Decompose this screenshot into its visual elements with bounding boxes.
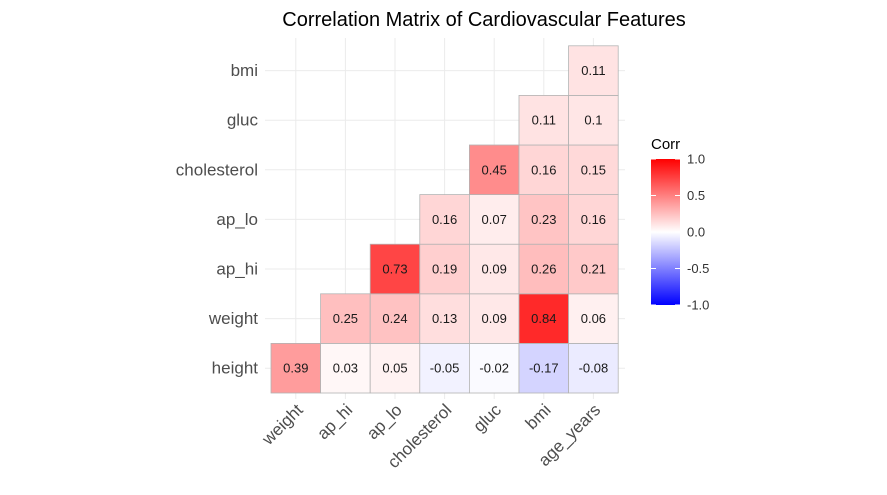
cell-value-label: 0.13 <box>432 311 457 326</box>
cell-labels: 0.39 0.03 0.05 -0.05 -0.02 -0.17 -0.08 0.25 0.24… <box>283 63 608 376</box>
cell-value-label: 0.03 <box>333 361 358 376</box>
cell-value-label: 0.84 <box>531 311 556 326</box>
heatmap-cell <box>568 342 619 394</box>
cell-value-label: -0.05 <box>430 361 460 376</box>
legend-tick-label: 0.5 <box>687 188 705 203</box>
cell-value-label: 0.24 <box>382 311 407 326</box>
cell-value-label: 0.06 <box>581 311 606 326</box>
heatmap-cell <box>369 342 421 394</box>
x-tick-label: ap_lo <box>363 400 406 443</box>
heatmap-cell <box>518 95 569 146</box>
heatmap-cell <box>568 144 619 195</box>
cell-value-label: 0.05 <box>382 361 407 376</box>
cell-value-label: 0.11 <box>581 63 605 78</box>
heatmap-cell <box>468 243 520 295</box>
y-tick-label: ap_hi <box>216 260 258 279</box>
cell-value-label: 0.11 <box>532 113 556 128</box>
legend-tick-label: -1.0 <box>687 298 709 313</box>
heatmap-cell <box>369 293 421 344</box>
heatmap-cell <box>468 293 520 344</box>
cell-value-label: 0.21 <box>581 262 606 277</box>
y-tick-label: bmi <box>231 61 258 80</box>
cell-value-label: 0.26 <box>531 262 556 277</box>
cell-value-label: 0.07 <box>482 212 507 227</box>
legend-tick-label: 1.0 <box>687 152 705 167</box>
cell-value-label: -0.17 <box>529 361 559 376</box>
heatmap-cell <box>568 293 619 344</box>
y-tick-label: height <box>212 359 259 378</box>
heatmap-cell <box>518 293 569 344</box>
cell-value-label: 0.1 <box>584 113 602 128</box>
x-tick-label: ap_hi <box>313 400 356 443</box>
cell-value-label: 0.25 <box>333 311 358 326</box>
y-axis-ticks: height weight ap_hi ap_lo cholesterol gluc bmi <box>176 61 259 378</box>
heatmap-cell <box>518 243 569 295</box>
legend-ticks: 1.0 0.5 0.0 -0.5 -1.0 <box>651 152 709 313</box>
legend-tick-label: 0.0 <box>687 225 705 240</box>
heatmap-cell <box>320 293 371 344</box>
y-tick-label: gluc <box>227 111 259 130</box>
cell-value-label: -0.02 <box>479 361 509 376</box>
color-legend: Corr 1.0 0.5 0.0 -0.5 -1.0 <box>651 136 709 313</box>
cell-value-label: 0.73 <box>382 262 407 277</box>
heatmap-cell <box>568 243 619 295</box>
chart-title: Correlation Matrix of Cardiovascular Fea… <box>282 9 686 31</box>
legend-tick-label: -0.5 <box>687 261 709 276</box>
legend-title: Corr <box>651 136 680 153</box>
x-tick-label: gluc <box>470 400 506 436</box>
y-tick-label: weight <box>208 309 258 328</box>
cell-value-label: 0.39 <box>283 361 308 376</box>
heatmap-cell <box>568 95 619 146</box>
cell-value-label: 0.19 <box>432 262 457 277</box>
heatmap-cell <box>518 144 569 195</box>
x-tick-label: bmi <box>522 400 555 433</box>
y-tick-label: ap_lo <box>216 210 258 229</box>
cell-value-label: 0.45 <box>482 162 507 177</box>
heatmap-cell <box>369 243 421 295</box>
cell-value-label: 0.09 <box>482 311 507 326</box>
cell-value-label: 0.16 <box>531 162 556 177</box>
heatmap-cell <box>419 243 470 295</box>
heatmap-tiles <box>270 45 619 394</box>
cell-value-label: 0.16 <box>432 212 457 227</box>
heatmap-cell <box>568 45 619 96</box>
heatmap-cell <box>468 144 520 195</box>
heatmap-cell <box>419 293 470 344</box>
cell-value-label: 0.23 <box>531 212 556 227</box>
x-tick-label: weight <box>258 400 307 449</box>
cell-value-label: 0.09 <box>482 262 507 277</box>
cell-value-label: 0.16 <box>581 212 606 227</box>
cell-value-label: -0.08 <box>579 361 609 376</box>
y-tick-label: cholesterol <box>176 160 258 179</box>
cell-value-label: 0.15 <box>581 162 606 177</box>
heatmap-cell <box>468 194 520 245</box>
heatmap-cell <box>518 342 569 394</box>
